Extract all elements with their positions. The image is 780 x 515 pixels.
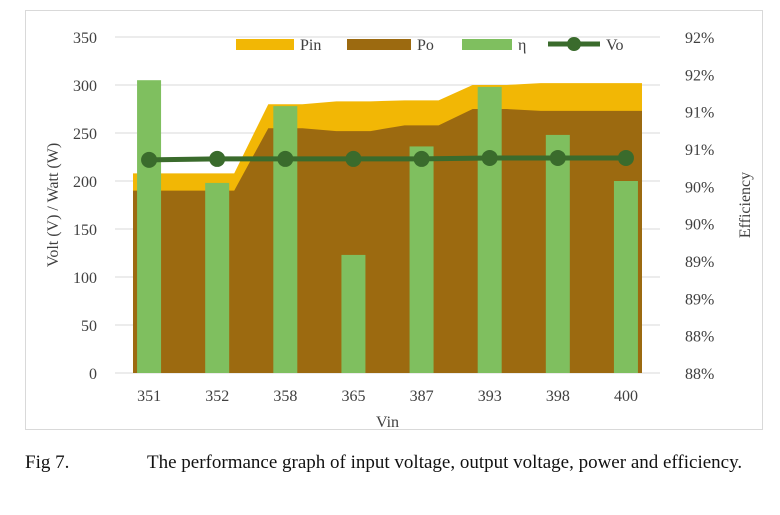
y2-tick-label: 88% bbox=[685, 366, 714, 383]
x-tick-label: 398 bbox=[546, 388, 570, 405]
bar-series bbox=[137, 80, 638, 374]
line-point bbox=[141, 151, 158, 168]
bar-efficiency bbox=[477, 86, 502, 374]
caption-text: The performance graph of input voltage, … bbox=[147, 452, 743, 473]
legend-label: Po bbox=[417, 37, 434, 54]
y-tick-label: 50 bbox=[81, 318, 97, 335]
bar-efficiency bbox=[205, 182, 230, 373]
legend-item-η: η bbox=[462, 37, 526, 54]
y-tick-label: 200 bbox=[73, 174, 97, 191]
line-point bbox=[345, 150, 362, 167]
legend: Pin Po η Vo bbox=[236, 37, 624, 54]
line-point bbox=[549, 149, 566, 166]
area-po bbox=[133, 109, 643, 373]
bar-efficiency bbox=[409, 146, 434, 373]
y2-tick-label: 88% bbox=[685, 329, 714, 346]
x-tick-label: 393 bbox=[478, 388, 502, 405]
chart: 0 50 100 150 200 250 300 350 88% 88% 89% 89% 90% 90% 9… bbox=[45, 30, 754, 431]
x-tick-label: 365 bbox=[341, 388, 365, 405]
legend-label: η bbox=[518, 37, 526, 54]
line-series bbox=[141, 149, 634, 168]
line-point bbox=[481, 149, 498, 166]
legend-swatch bbox=[462, 39, 512, 50]
y-tick-label: 0 bbox=[89, 366, 97, 383]
y2-tick-label: 91% bbox=[685, 142, 714, 159]
y2-tick-label: 92% bbox=[685, 67, 714, 84]
caption-label: Fig 7. bbox=[25, 452, 70, 473]
y2-axis-title: Efficiency bbox=[737, 172, 754, 238]
legend-marker bbox=[567, 37, 581, 51]
legend-label: Vo bbox=[606, 37, 624, 54]
bar-efficiency bbox=[137, 80, 162, 373]
y-axis-title: Volt (V) / Watt (W) bbox=[45, 143, 62, 267]
axes: 0 50 100 150 200 250 300 350 88% 88% 89% 89% 90% 90% 9… bbox=[45, 30, 754, 431]
y-tick-label: 150 bbox=[73, 222, 97, 239]
line-point bbox=[413, 150, 430, 167]
y-tick-label: 250 bbox=[73, 126, 97, 143]
y2-tick-label: 89% bbox=[685, 291, 714, 308]
y-tick-label: 300 bbox=[73, 78, 97, 95]
y2-tick-label: 91% bbox=[685, 105, 714, 122]
line-point bbox=[617, 149, 634, 166]
legend-label: Pin bbox=[300, 37, 321, 54]
figure-caption: Fig 7. The performance graph of input vol… bbox=[25, 450, 765, 476]
y2-tick-label: 89% bbox=[685, 254, 714, 271]
x-tick-label: 352 bbox=[205, 388, 229, 405]
line-point bbox=[277, 150, 294, 167]
y-tick-label: 350 bbox=[73, 30, 97, 47]
bar-efficiency bbox=[273, 106, 298, 374]
legend-swatch bbox=[347, 39, 411, 50]
legend-swatch bbox=[236, 39, 294, 50]
x-tick-label: 400 bbox=[614, 388, 638, 405]
y2-tick-label: 92% bbox=[685, 30, 714, 47]
bar-efficiency bbox=[545, 134, 570, 373]
line-point bbox=[209, 150, 226, 167]
y2-tick-label: 90% bbox=[685, 179, 714, 196]
bar-efficiency bbox=[341, 254, 366, 373]
legend-item-pin: Pin bbox=[236, 37, 321, 54]
bar-efficiency bbox=[613, 181, 638, 373]
y2-tick-label: 90% bbox=[685, 217, 714, 234]
x-tick-label: 351 bbox=[137, 388, 161, 405]
x-tick-label: 387 bbox=[410, 388, 434, 405]
legend-item-po: Po bbox=[347, 37, 434, 54]
x-axis-title: Vin bbox=[376, 414, 399, 431]
x-tick-label: 358 bbox=[273, 388, 297, 405]
y-tick-label: 100 bbox=[73, 270, 97, 287]
line-vo bbox=[149, 155, 626, 163]
legend-item-vo: Vo bbox=[548, 37, 624, 54]
